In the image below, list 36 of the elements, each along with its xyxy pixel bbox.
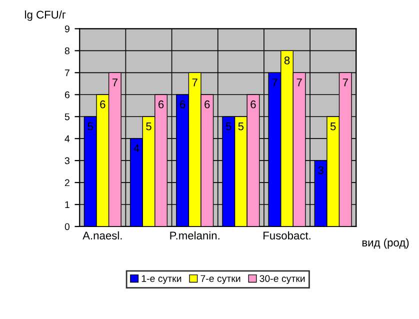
y-tick-label: 8: [64, 47, 70, 54]
x-tick-label: Fusobact.: [264, 231, 310, 240]
legend-label: 1-е сутки: [142, 275, 182, 284]
data-label: 7: [342, 78, 348, 86]
data-label: 7: [272, 78, 278, 86]
y-tick-label: 9: [64, 25, 70, 32]
data-label: 5: [88, 122, 93, 130]
data-label: 6: [204, 100, 210, 108]
data-label: 6: [180, 100, 186, 108]
legend-label: 30-е сутки: [260, 275, 305, 284]
y-tick-label: 6: [64, 91, 70, 98]
data-label: 7: [112, 78, 118, 86]
data-label: 5: [226, 122, 232, 130]
data-label: 5: [238, 122, 244, 130]
y-tick-label: 7: [64, 69, 70, 76]
legend-label: 7-е сутки: [200, 275, 240, 284]
y-tick-label: 1: [65, 201, 70, 208]
data-label: 8: [284, 56, 290, 64]
y-tick-label: 5: [64, 113, 70, 120]
y-tick-label: 4: [64, 135, 70, 142]
y-tick-label: 0: [64, 223, 70, 230]
x-tick-label: A.naesl.: [82, 231, 122, 240]
data-label: 6: [158, 100, 164, 108]
y-tick-label: 2: [64, 179, 70, 186]
y-axis-title: lg CFU/г: [25, 10, 66, 21]
data-label: 6: [100, 100, 106, 108]
data-label: 4: [134, 144, 140, 152]
data-label: 7: [192, 78, 198, 86]
x-axis-title: вид (род): [362, 238, 409, 249]
data-label: 6: [250, 100, 256, 108]
data-label: 7: [296, 78, 302, 86]
data-label: 3: [318, 166, 324, 174]
data-label: 5: [330, 122, 336, 130]
x-tick-label: P.melanin.: [170, 231, 220, 240]
y-tick-label: 3: [64, 157, 70, 164]
data-label: 5: [146, 122, 152, 130]
